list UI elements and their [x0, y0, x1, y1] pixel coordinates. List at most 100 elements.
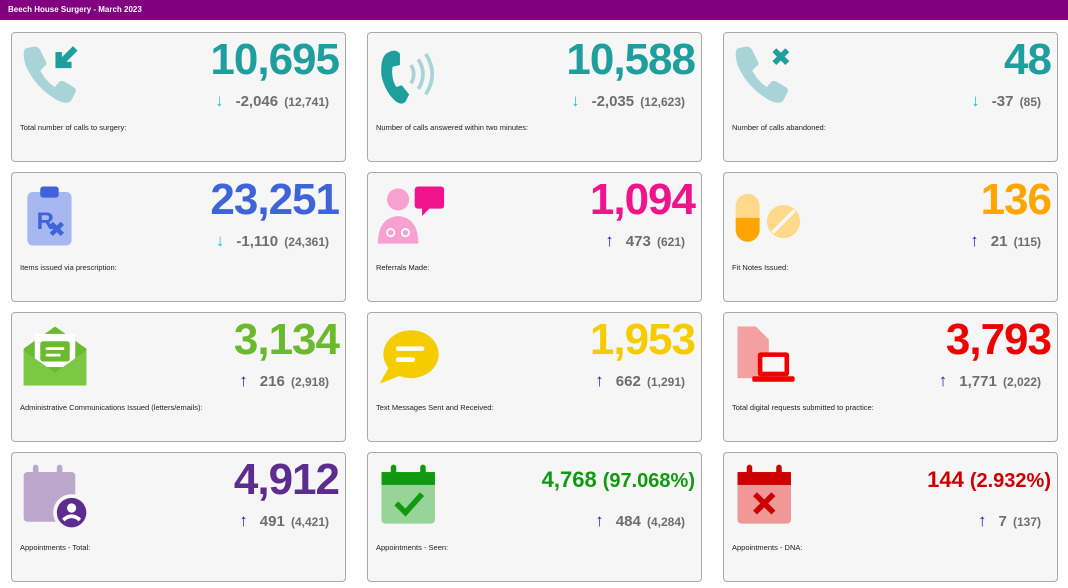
arrow-up-icon: ↑ [605, 231, 614, 250]
kpi-label: Administrative Communications Issued (le… [20, 403, 203, 412]
kpi-percent: (97.068%) [602, 470, 695, 492]
previous-value: (85) [1019, 95, 1041, 109]
arrow-up-icon: ↑ [970, 231, 979, 250]
kpi-number: 144 [927, 467, 964, 492]
previous-value: (12,741) [284, 95, 329, 109]
kpi-card: R 23,251 ↓ -1,110 (24,361) Items issued v… [11, 172, 346, 302]
arrow-up-icon: ↑ [239, 511, 248, 530]
kpi-value: 4,768 (97.068%) [542, 467, 695, 493]
previous-value: (4,421) [290, 515, 329, 529]
kpi-card: 1,953 ↑ 662 (1,291) Text Messages Sent an… [367, 312, 702, 442]
kpi-number: 48 [1004, 35, 1052, 84]
kpi-card: 1,094 ↑ 473 (621) Referrals Made: [367, 172, 702, 302]
kpi-card: 144 (2.932%) ↑ 7 (137) Appointments - DNA: [723, 452, 1058, 582]
kpi-card: 136 ↑ 21 (115) Fit Notes Issued: [723, 172, 1058, 302]
arrow-up-icon: ↑ [938, 371, 948, 390]
previous-value: (115) [1013, 235, 1041, 249]
previous-value: (24,361) [284, 235, 329, 249]
calendar-user-icon [23, 464, 90, 531]
delta-value: 473 [625, 233, 651, 250]
delta-value: -37 [991, 93, 1014, 110]
kpi-delta: ↓ -37 (85) [971, 91, 1041, 111]
kpi-number: 136 [980, 175, 1052, 224]
kpi-label: Referrals Made: [376, 263, 430, 272]
previous-value: (621) [656, 235, 685, 249]
kpi-value: 10,695 [210, 35, 340, 85]
kpi-label: Total number of calls to surgery: [20, 123, 127, 132]
previous-value: (12,623) [640, 95, 685, 109]
kpi-label: Text Messages Sent and Received: [376, 403, 494, 412]
speech-bubble-icon [379, 330, 439, 384]
previous-value: (4,284) [646, 515, 685, 529]
kpi-number: 10,588 [566, 35, 696, 84]
kpi-delta: ↓ -1,110 (24,361) [216, 231, 329, 251]
delta-value: 216 [259, 373, 285, 390]
kpi-card: 3,793 ↑ 1,771 (2,022) Total digital reque… [723, 312, 1058, 442]
kpi-number: 4,912 [233, 455, 340, 504]
page-header: Beech House Surgery - March 2023 [0, 0, 1068, 20]
arrow-up-icon: ↑ [977, 511, 987, 530]
kpi-value: 1,094 [590, 175, 696, 225]
delta-value: -1,110 [236, 233, 279, 250]
kpi-value: 144 (2.932%) [927, 467, 1051, 493]
kpi-number: 23,251 [210, 175, 340, 224]
kpi-delta: ↓ -2,035 (12,623) [571, 91, 685, 111]
kpi-label: Number of calls answered within two minu… [376, 123, 529, 132]
delta-value: 491 [259, 513, 285, 530]
kpi-number: 1,953 [589, 315, 696, 364]
arrow-up-icon: ↑ [239, 371, 248, 390]
kpi-delta: ↑ 7 (137) [978, 511, 1041, 531]
kpi-label: Number of calls abandoned: [732, 123, 826, 132]
kpi-label: Fit Notes Issued: [732, 263, 789, 272]
delta-value: 484 [615, 513, 641, 530]
page-title: Beech House Surgery - March 2023 [8, 5, 142, 14]
kpi-number: 10,695 [210, 35, 340, 84]
previous-value: (2,022) [1002, 375, 1041, 389]
arrow-down-icon: ↓ [215, 231, 225, 250]
kpi-delta: ↑ 484 (4,284) [595, 511, 685, 531]
kpi-label: Items issued via prescription: [20, 263, 117, 272]
kpi-card: 48 ↓ -37 (85) Number of calls abandoned: [723, 32, 1058, 162]
kpi-value: 10,588 [566, 35, 696, 85]
doctor-chat-icon [377, 186, 445, 244]
previous-value: (137) [1012, 515, 1041, 529]
kpi-label: Appointments - Seen: [376, 543, 449, 552]
digital-request-icon [737, 326, 795, 382]
phone-ringing-icon [381, 50, 435, 104]
kpi-value: 4,912 [233, 455, 340, 505]
kpi-value: 23,251 [210, 175, 340, 225]
previous-value: (2,918) [290, 375, 329, 389]
calendar-cross-icon [737, 464, 791, 524]
kpi-value: 3,793 [945, 315, 1052, 365]
kpi-card: 4,768 (97.068%) ↑ 484 (4,284) Appointments… [367, 452, 702, 582]
kpi-label: Appointments - DNA: [732, 543, 803, 552]
kpi-value: 3,134 [233, 315, 340, 365]
kpi-delta: ↑ 1,771 (2,022) [939, 371, 1041, 391]
kpi-card: 10,588 ↓ -2,035 (12,623) Number of calls … [367, 32, 702, 162]
kpi-delta: ↓ -2,046 (12,741) [215, 91, 329, 111]
kpi-percent: (2.932%) [969, 470, 1051, 492]
kpi-delta: ↑ 21 (115) [970, 231, 1041, 251]
delta-value: 1,771 [959, 373, 997, 390]
kpi-value: 48 [1004, 35, 1052, 85]
delta-value: 662 [615, 373, 641, 390]
arrow-down-icon: ↓ [571, 91, 580, 110]
kpi-delta: ↑ 216 (2,918) [239, 371, 329, 391]
kpi-number: 3,134 [233, 315, 340, 364]
kpi-card: 10,695 ↓ -2,046 (12,741) Total number of … [11, 32, 346, 162]
pills-icon [735, 193, 801, 242]
phone-incoming-icon [23, 46, 78, 103]
kpi-delta: ↑ 662 (1,291) [595, 371, 685, 391]
delta-value: 21 [990, 233, 1008, 250]
kpi-number: 4,768 [541, 467, 597, 492]
kpi-number: 3,793 [945, 315, 1052, 364]
kpi-label: Total digital requests submitted to prac… [732, 403, 874, 412]
kpi-delta: ↑ 491 (4,421) [239, 511, 329, 531]
envelope-icon [23, 326, 87, 386]
kpi-value: 1,953 [589, 315, 696, 365]
kpi-label: Appointments - Total: [20, 543, 91, 552]
kpi-value: 136 [980, 175, 1052, 225]
prescription-icon: R [27, 186, 72, 246]
previous-value: (1,291) [646, 375, 685, 389]
kpi-card: 3,134 ↑ 216 (2,918) Administrative Commun… [11, 312, 346, 442]
